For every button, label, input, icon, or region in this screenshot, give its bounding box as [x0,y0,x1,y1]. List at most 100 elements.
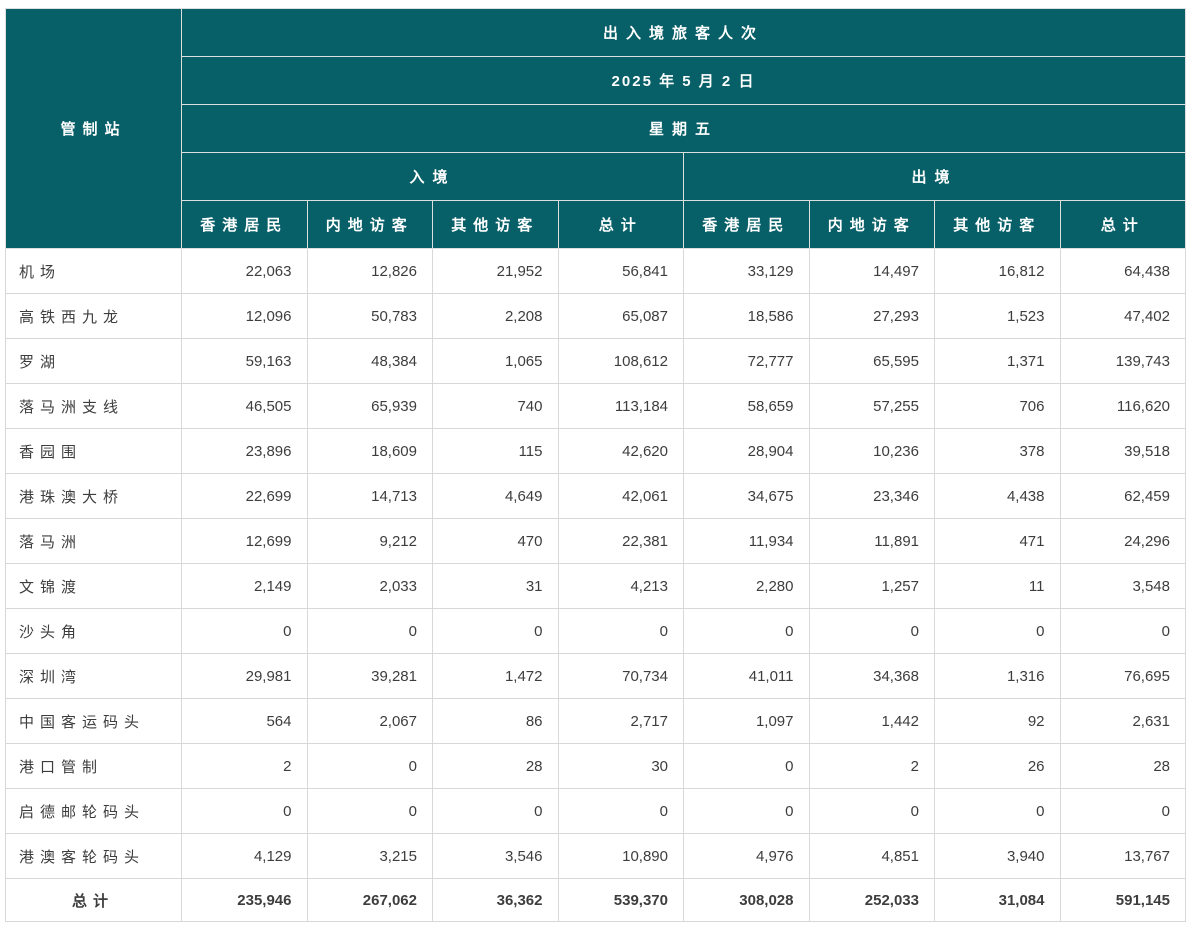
traffic-value: 64,438 [1059,248,1186,294]
traffic-value: 4,438 [934,473,1061,519]
traffic-value: 1,472 [432,653,559,699]
traffic-value: 1,442 [808,698,935,744]
traffic-value: 0 [306,743,433,789]
traffic-value: 706 [934,383,1061,429]
traffic-value: 28 [1059,743,1186,789]
subheader-arrival-total: 总计 [557,200,684,249]
station-name: 罗湖 [5,338,182,384]
traffic-value: 13,767 [1059,833,1186,879]
traffic-value: 3,940 [934,833,1061,879]
station-name: 高铁西九龙 [5,293,182,339]
traffic-value: 113,184 [557,383,684,429]
total-row: 总计 235,946 267,062 36,362 539,370 308,02… [5,878,1186,922]
traffic-value: 0 [432,788,559,834]
traffic-value: 108,612 [557,338,684,384]
traffic-value: 0 [432,608,559,654]
traffic-value: 23,896 [181,428,308,474]
table-row: 罗湖 59,163 48,384 1,065 108,612 72,777 65,595 1,… [5,338,1186,384]
subheader-departure-hk-residents: 香港居民 [683,200,810,249]
traffic-value: 2,208 [432,293,559,339]
station-name: 文锦渡 [5,563,182,609]
traffic-value: 14,497 [808,248,935,294]
traffic-value: 30 [557,743,684,789]
traffic-value: 10,236 [808,428,935,474]
traffic-value: 9,212 [306,518,433,564]
traffic-value: 1,065 [432,338,559,384]
traffic-value: 46,505 [181,383,308,429]
traffic-value: 0 [306,788,433,834]
traffic-value: 0 [683,743,810,789]
direction-departure-header: 出境 [683,152,1186,201]
traffic-value: 11,891 [808,518,935,564]
traffic-value: 2,067 [306,698,433,744]
total-value: 31,084 [934,878,1061,922]
subheader-departure-other-visitors: 其他访客 [934,200,1061,249]
traffic-value: 0 [934,608,1061,654]
station-name: 落马洲 [5,518,182,564]
traffic-value: 56,841 [557,248,684,294]
traffic-value: 0 [557,788,684,834]
total-value: 308,028 [683,878,810,922]
header-row-title: 管制站 出入境旅客人次 [5,8,1186,249]
traffic-value: 18,586 [683,293,810,339]
table-row: 落马洲 12,699 9,212 470 22,381 11,934 11,891 471 24… [5,518,1186,564]
subheader-departure-total: 总计 [1059,200,1186,249]
traffic-value: 72,777 [683,338,810,384]
table-row: 港澳客轮码头 4,129 3,215 3,546 10,890 4,976 4,851 3,9… [5,833,1186,879]
traffic-value: 22,381 [557,518,684,564]
table-weekday: 星期五 [181,104,1186,153]
traffic-value: 2 [181,743,308,789]
total-value: 252,033 [808,878,935,922]
table-row: 启德邮轮码头 0 0 0 0 0 0 0 0 [5,788,1186,834]
traffic-value: 2,033 [306,563,433,609]
station-name: 港口管制 [5,743,182,789]
table-title: 出入境旅客人次 [181,8,1186,57]
traffic-value: 59,163 [181,338,308,384]
traffic-value: 0 [181,608,308,654]
traffic-value: 1,371 [934,338,1061,384]
table-date: 2025 年 5 月 2 日 [181,56,1186,105]
traffic-value: 115 [432,428,559,474]
total-value: 235,946 [181,878,308,922]
table-row: 港口管制 2 0 28 30 0 2 26 28 [5,743,1186,789]
traffic-value: 28 [432,743,559,789]
traffic-value: 4,851 [808,833,935,879]
table-body: 机场 22,063 12,826 21,952 56,841 33,129 14,497 16… [5,248,1186,879]
traffic-value: 41,011 [683,653,810,699]
total-value: 267,062 [306,878,433,922]
traffic-value: 22,699 [181,473,308,519]
traffic-value: 33,129 [683,248,810,294]
traffic-value: 3,548 [1059,563,1186,609]
table-row: 香园围 23,896 18,609 115 42,620 28,904 10,236 378 3… [5,428,1186,474]
traffic-value: 57,255 [808,383,935,429]
traffic-value: 76,695 [1059,653,1186,699]
traffic-value: 26 [934,743,1061,789]
table-row: 沙头角 0 0 0 0 0 0 0 0 [5,608,1186,654]
traffic-value: 18,609 [306,428,433,474]
traffic-value: 12,699 [181,518,308,564]
traffic-value: 27,293 [808,293,935,339]
traffic-value: 48,384 [306,338,433,384]
traffic-value: 39,518 [1059,428,1186,474]
traffic-value: 14,713 [306,473,433,519]
traffic-value: 0 [808,608,935,654]
traffic-value: 4,649 [432,473,559,519]
traffic-value: 11 [934,563,1061,609]
traffic-value: 10,890 [557,833,684,879]
traffic-value: 4,129 [181,833,308,879]
station-name: 落马洲支线 [5,383,182,429]
subheader-departure-mainland-visitors: 内地访客 [808,200,935,249]
station-name: 沙头角 [5,608,182,654]
traffic-value: 31 [432,563,559,609]
traffic-value: 65,087 [557,293,684,339]
corner-label: 管制站 [5,8,182,249]
traffic-value: 92 [934,698,1061,744]
traffic-value: 29,981 [181,653,308,699]
traffic-value: 471 [934,518,1061,564]
traffic-value: 21,952 [432,248,559,294]
direction-arrival-header: 入境 [181,152,684,201]
traffic-value: 139,743 [1059,338,1186,384]
traffic-value: 0 [1059,788,1186,834]
traffic-value: 24,296 [1059,518,1186,564]
header-row-directions: 入境 出境 [6,152,1186,201]
